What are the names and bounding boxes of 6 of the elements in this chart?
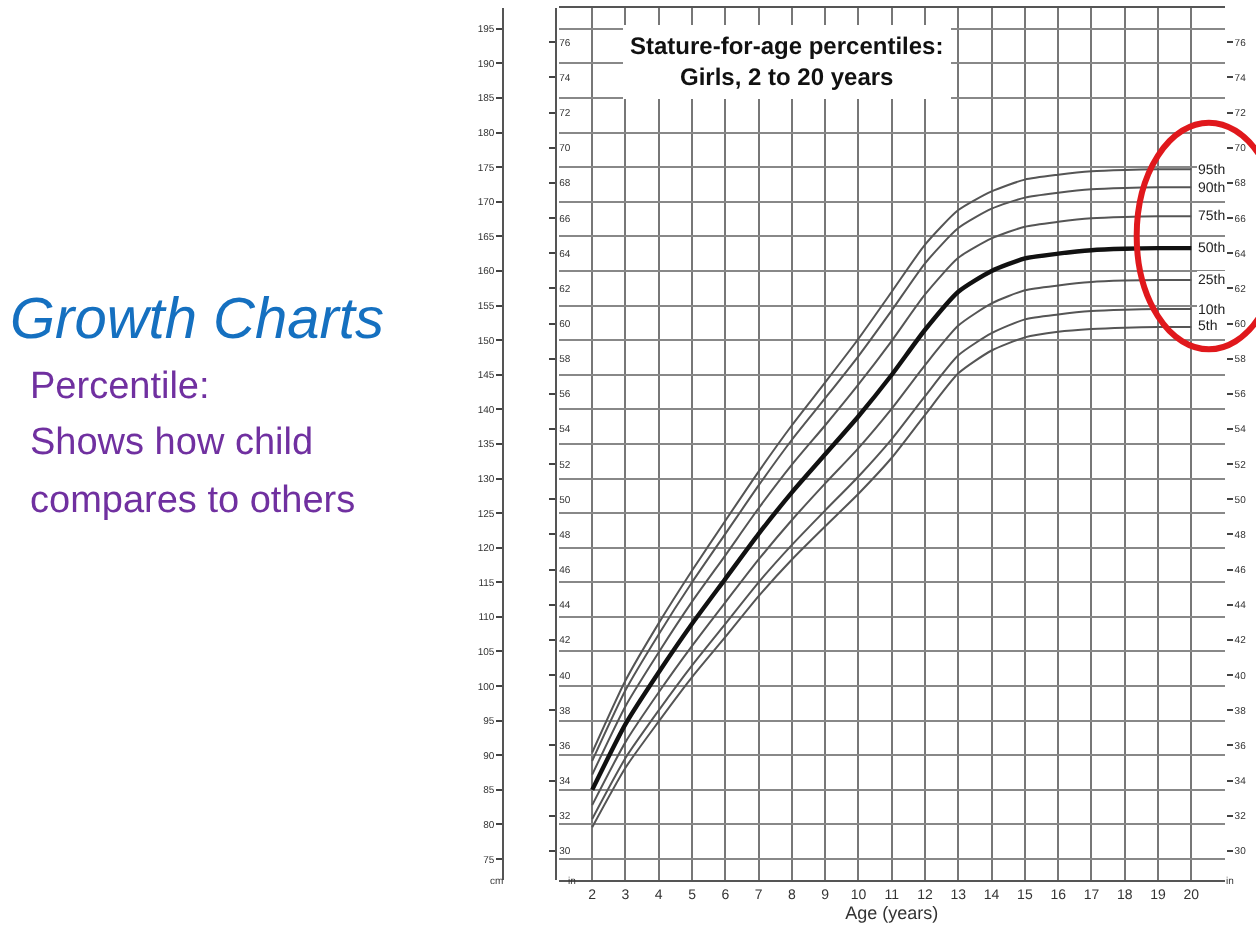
x-axis-title: Age (years)	[845, 902, 939, 923]
text: Percentile:	[30, 366, 210, 408]
text: Shows how child	[30, 422, 314, 464]
text: compares to others	[30, 480, 356, 522]
text: Growth Charts	[10, 288, 384, 352]
text: Stature-for-age percentiles: Girls, 2 to 20 years	[630, 32, 944, 92]
